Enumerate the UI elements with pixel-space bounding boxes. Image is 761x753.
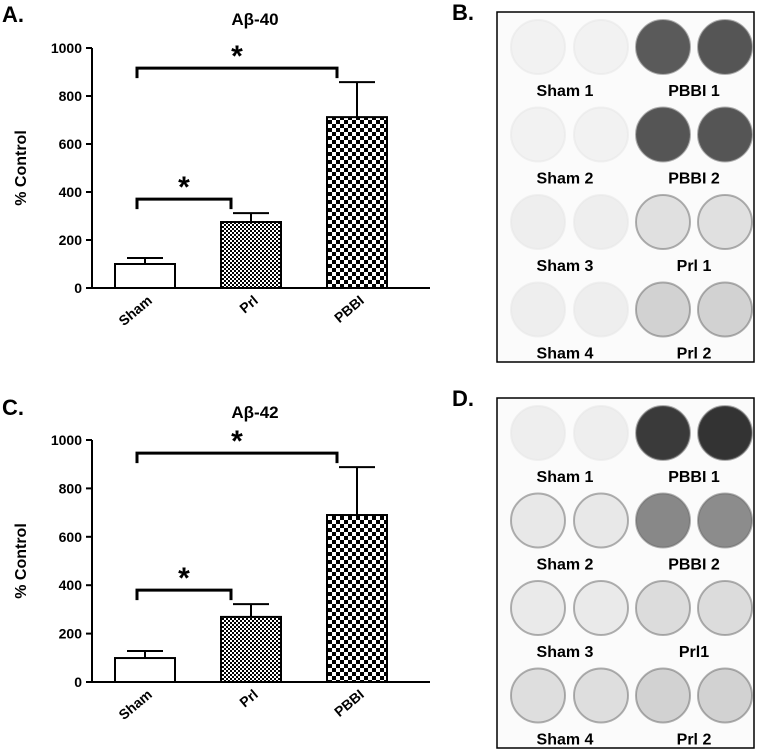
blot-label: Prl 1 <box>677 258 712 275</box>
blot-dot <box>573 194 629 250</box>
blot-dot <box>573 281 629 338</box>
blot-label: PBBI 2 <box>668 557 720 574</box>
y-tick-label: 800 <box>59 480 83 496</box>
bar <box>220 221 282 289</box>
y-tick-label: 200 <box>59 626 83 642</box>
y-tick-label: 600 <box>59 529 83 545</box>
chart-title: Aβ-40 <box>231 10 278 29</box>
y-tick-label: 800 <box>59 88 83 104</box>
significance-label: * <box>178 171 190 204</box>
blot-dot <box>635 19 691 75</box>
y-axis-label: % Control <box>13 523 30 599</box>
significance-bracket <box>135 588 233 601</box>
blot-label: Sham 4 <box>537 346 594 363</box>
blot-dot <box>573 580 629 636</box>
blot-dot <box>510 281 566 338</box>
blot-dot <box>573 405 629 461</box>
y-axis-label: % Control <box>13 130 30 206</box>
blot-label: Sham 1 <box>537 469 594 486</box>
blot-dot <box>573 492 629 549</box>
blot-dot <box>510 580 566 636</box>
blot-dot <box>635 492 691 549</box>
blot-label: Prl 2 <box>677 732 712 749</box>
blot-dot <box>697 281 753 338</box>
significance-label: * <box>231 40 243 73</box>
y-tick-label: 0 <box>74 674 82 690</box>
blot-dot <box>635 281 691 338</box>
blot-dot <box>635 580 691 636</box>
panel-label: A. <box>2 2 24 27</box>
y-tick-label: 400 <box>59 184 83 200</box>
blot-label: Prl1 <box>679 644 709 661</box>
y-tick-label: 0 <box>74 280 82 296</box>
x-tick-label: PBBI <box>331 292 367 326</box>
blot-dot <box>635 405 691 461</box>
blot-dot <box>697 194 753 250</box>
blot-dot <box>697 405 753 461</box>
significance-bracket <box>135 197 233 210</box>
y-tick-label: 1000 <box>51 40 82 56</box>
blot-dot <box>510 492 566 549</box>
blot-label: Sham 2 <box>537 171 594 188</box>
blot-dot <box>510 19 566 75</box>
bar <box>220 615 282 683</box>
blot-dot <box>697 580 753 636</box>
y-tick-label: 1000 <box>51 432 82 448</box>
blot-dot <box>697 492 753 549</box>
panel-label: D. <box>452 386 474 411</box>
blot-dot <box>573 19 629 75</box>
y-tick-label: 600 <box>59 136 83 152</box>
x-tick-label: Prl <box>236 686 261 710</box>
blot-dot <box>697 667 753 724</box>
blot-label: Sham 3 <box>537 644 594 661</box>
significance-bracket <box>135 451 339 464</box>
x-tick-label: Sham <box>115 292 154 329</box>
panel-label: B. <box>452 0 474 25</box>
blot-label: Sham 1 <box>537 83 594 100</box>
chart-title: Aβ-42 <box>231 403 278 422</box>
significance-label: * <box>178 562 190 595</box>
blot-label: Sham 3 <box>537 258 594 275</box>
x-tick-label: Prl <box>236 292 261 316</box>
blot-dot <box>510 106 566 163</box>
blot-dot <box>697 19 753 75</box>
blot-label: PBBI 2 <box>668 171 720 188</box>
bar <box>114 657 176 683</box>
bar <box>114 263 176 289</box>
blot-label: PBBI 1 <box>668 469 720 486</box>
blot-dot <box>635 106 691 163</box>
bar <box>326 514 388 684</box>
blot-label: Sham 2 <box>537 557 594 574</box>
significance-label: * <box>231 425 243 458</box>
blot-dot <box>635 667 691 724</box>
significance-bracket <box>135 66 339 79</box>
blot-dot <box>697 106 753 163</box>
blot-label: Sham 4 <box>537 732 594 749</box>
blot-dot <box>510 667 566 724</box>
blot-dot <box>510 405 566 461</box>
panel-label: C. <box>2 395 24 420</box>
blot-dot <box>573 106 629 163</box>
x-tick-label: Sham <box>115 686 154 723</box>
blot-label: PBBI 1 <box>668 83 720 100</box>
blot-dot <box>635 194 691 250</box>
x-tick-label: PBBI <box>331 686 367 720</box>
blot-dot <box>573 667 629 724</box>
blot-dot <box>510 194 566 250</box>
bar <box>326 116 388 290</box>
y-tick-label: 200 <box>59 232 83 248</box>
blot-label: Prl 2 <box>677 346 712 363</box>
y-tick-label: 400 <box>59 577 83 593</box>
